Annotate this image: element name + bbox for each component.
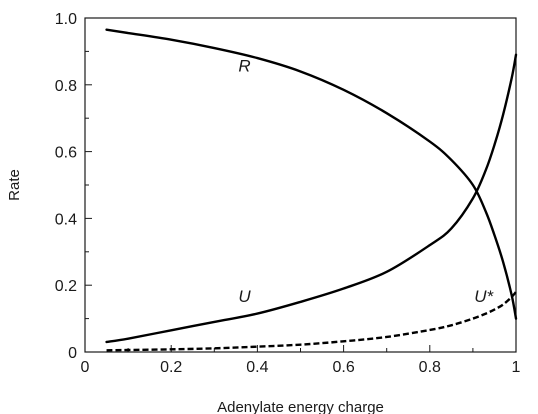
x-axis-title: Adenylate energy charge: [217, 399, 384, 414]
x-tick-label: 0.8: [419, 359, 441, 376]
series-line-r: [105, 28, 518, 320]
curve-label-r: R: [238, 56, 250, 75]
y-tick-label: 0: [68, 345, 77, 362]
y-tick-label: 0.4: [55, 211, 77, 228]
labels-layer: R U U*: [238, 56, 494, 305]
x-tick-label: 0.6: [332, 359, 354, 376]
curve-label-u: U: [238, 287, 251, 306]
curve-label-u-star: U*: [474, 287, 494, 306]
axes-layer: 0 0.2 0.4 0.6 0.8 1 0 0.2 0.4 0.6 0.8 1.0 Adenylate …: [6, 11, 521, 414]
x-tick-label: 0: [81, 359, 90, 376]
y-axis-title: Rate: [6, 169, 23, 201]
x-tick-label: 1: [512, 359, 521, 376]
y-tick-label: 0.8: [55, 78, 77, 95]
series-line-u: [105, 53, 518, 344]
y-tick-label: 1.0: [55, 11, 77, 28]
series-layer: [105, 28, 518, 352]
y-tick-label: 0.2: [55, 278, 77, 295]
series-line-u-star: [106, 291, 517, 352]
y-tick-label: 0.6: [55, 145, 77, 162]
x-tick-label: 0.2: [160, 359, 182, 376]
x-tick-label: 0.4: [246, 359, 268, 376]
